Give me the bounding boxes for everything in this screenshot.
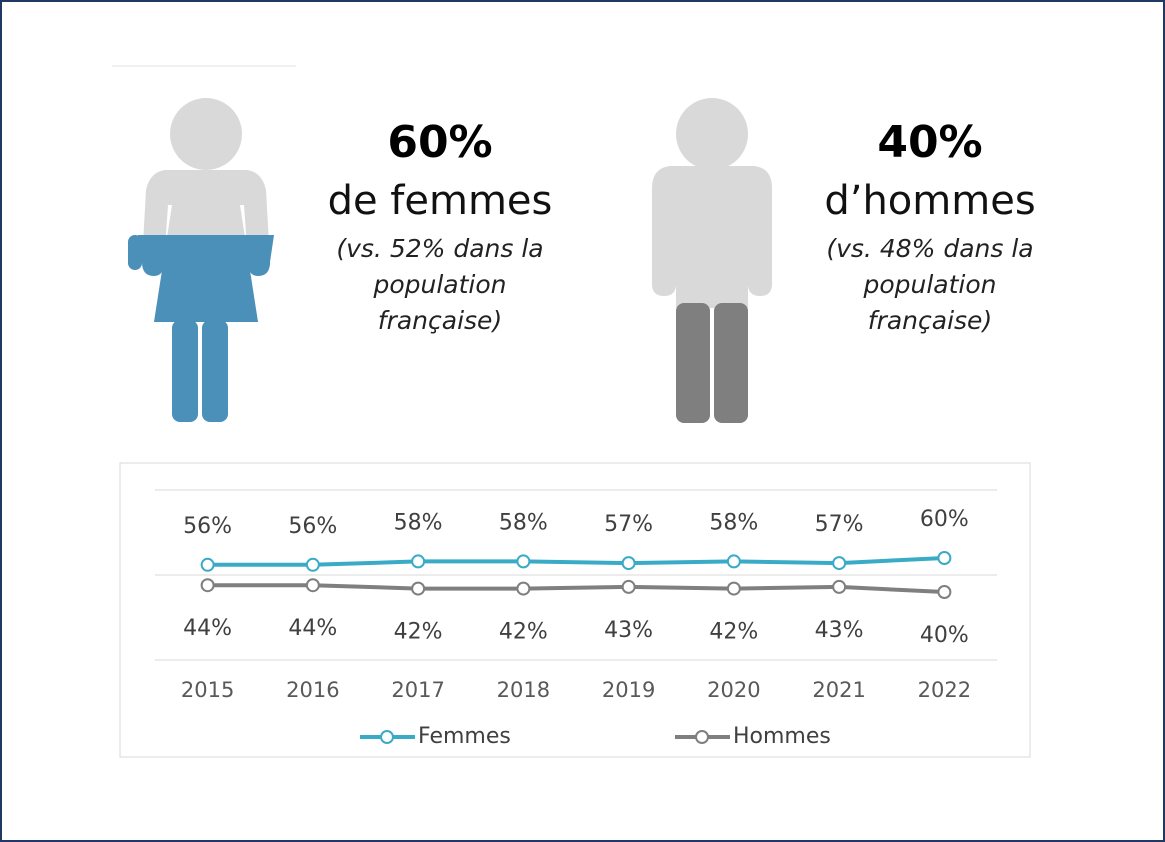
data-label: 42%: [709, 620, 758, 645]
woman-icon: [128, 98, 274, 422]
women-note: (vs. 52% dans la: [336, 234, 543, 263]
legend-marker: [380, 730, 394, 744]
women-note: française): [378, 306, 502, 335]
x-tick-label: 2021: [812, 678, 865, 702]
point: [411, 581, 426, 596]
man-icon: [652, 98, 772, 423]
data-label: 42%: [499, 620, 548, 645]
x-tick-label: 2019: [602, 678, 655, 702]
data-label: 56%: [183, 514, 232, 539]
point: [516, 554, 531, 569]
point: [832, 579, 847, 594]
point: [621, 556, 636, 571]
x-tick-label: 2018: [497, 678, 550, 702]
men-label: d’hommes: [824, 178, 1035, 224]
chart-frame: [119, 462, 1031, 758]
men-share: 40%: [877, 117, 982, 168]
x-tick-label: 2022: [918, 678, 971, 702]
legend-label: Hommes: [733, 724, 831, 749]
point: [200, 557, 215, 572]
point: [726, 581, 741, 596]
data-label: 57%: [604, 512, 653, 537]
point: [305, 557, 320, 572]
point: [726, 554, 741, 569]
men-note: population: [862, 270, 996, 299]
x-tick-label: 2016: [286, 678, 339, 702]
point: [832, 556, 847, 571]
data-label: 43%: [815, 618, 864, 643]
point: [305, 578, 320, 593]
data-label: 58%: [499, 510, 548, 535]
point: [937, 551, 952, 565]
men-note: (vs. 48% dans la: [826, 234, 1033, 263]
x-tick-label: 2015: [181, 678, 234, 702]
x-tick-label: 2020: [707, 678, 760, 702]
women-label: de femmes: [328, 178, 553, 224]
women-share: 60%: [387, 117, 492, 168]
data-label: 44%: [288, 616, 337, 641]
point: [516, 581, 531, 596]
point: [200, 578, 215, 593]
point: [937, 585, 952, 599]
point: [621, 579, 636, 594]
data-label: 42%: [394, 620, 443, 645]
x-tick-label: 2017: [391, 678, 444, 702]
data-label: 56%: [288, 514, 337, 539]
legend-label: Femmes: [418, 724, 511, 749]
data-label: 44%: [183, 616, 232, 641]
point: [411, 554, 426, 569]
men-note: française): [868, 306, 992, 335]
series-line: [207, 583, 945, 594]
data-label: 57%: [815, 512, 864, 537]
data-label: 58%: [709, 510, 758, 535]
data-label: 40%: [920, 623, 969, 648]
series-line: [207, 556, 945, 567]
data-label: 58%: [394, 510, 443, 535]
women-note: population: [372, 270, 506, 299]
data-label: 43%: [604, 618, 653, 643]
data-label: 60%: [920, 507, 969, 532]
legend-marker: [695, 730, 709, 744]
